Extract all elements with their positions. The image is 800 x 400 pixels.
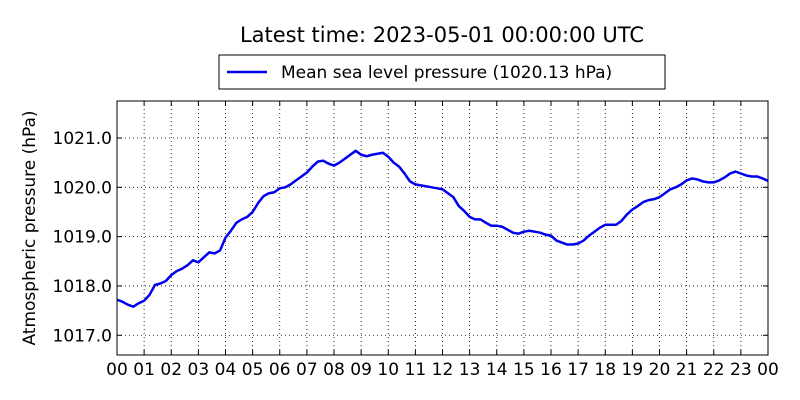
x-tick-label: 23 xyxy=(730,360,752,380)
y-tick-label: 1021.0 xyxy=(53,129,112,149)
x-tick-label: 12 xyxy=(432,360,454,380)
ticks xyxy=(116,101,769,355)
x-tick-label: 09 xyxy=(350,360,372,380)
x-tick-label: 13 xyxy=(459,360,481,380)
x-tick-label: 14 xyxy=(486,360,508,380)
legend: Mean sea level pressure (1020.13 hPa) xyxy=(218,54,666,90)
x-tick-label: 21 xyxy=(676,360,698,380)
y-axis-label: Atmospheric pressure (hPa) xyxy=(20,110,40,345)
y-tick-labels: 1017.0 1018.0 1019.0 1020.0 1021.0 xyxy=(53,129,112,346)
legend-label: Mean sea level pressure (1020.13 hPa) xyxy=(281,63,612,83)
y-tick-label: 1020.0 xyxy=(53,178,112,198)
x-tick-label: 05 xyxy=(242,360,264,380)
x-tick-label: 20 xyxy=(649,360,671,380)
grid xyxy=(117,101,768,355)
x-tick-label: 11 xyxy=(405,360,427,380)
x-tick-label: 07 xyxy=(296,360,318,380)
chart-title: Latest time: 2023-05-01 00:00:00 UTC xyxy=(240,23,644,47)
x-tick-label: 19 xyxy=(622,360,644,380)
x-tick-label: 22 xyxy=(703,360,725,380)
plot-frame xyxy=(116,100,769,356)
x-tick-label: 15 xyxy=(513,360,535,380)
x-tick-label: 16 xyxy=(540,360,562,380)
x-tick-label: 10 xyxy=(377,360,399,380)
y-tick-label: 1018.0 xyxy=(53,277,112,297)
x-tick-label: 00 xyxy=(757,360,779,380)
y-tick-label: 1017.0 xyxy=(53,326,112,346)
series-line-mean-sea-level-pressure xyxy=(116,149,769,308)
x-tick-label: 00 xyxy=(106,360,128,380)
x-tick-label: 02 xyxy=(160,360,182,380)
x-tick-label: 17 xyxy=(567,360,589,380)
legend-box xyxy=(218,54,666,90)
x-tick-label: 08 xyxy=(323,360,345,380)
series-layer xyxy=(116,149,769,308)
x-tick-label: 01 xyxy=(133,360,155,380)
x-tick-label: 06 xyxy=(269,360,291,380)
y-tick-label: 1019.0 xyxy=(53,228,112,248)
x-tick-label: 04 xyxy=(215,360,237,380)
x-tick-labels: 00 01 02 03 04 05 06 07 08 09 10 11 12 13 14 15 16 17 18 19… xyxy=(106,360,779,380)
x-tick-label: 18 xyxy=(594,360,616,380)
x-tick-label: 03 xyxy=(188,360,210,380)
